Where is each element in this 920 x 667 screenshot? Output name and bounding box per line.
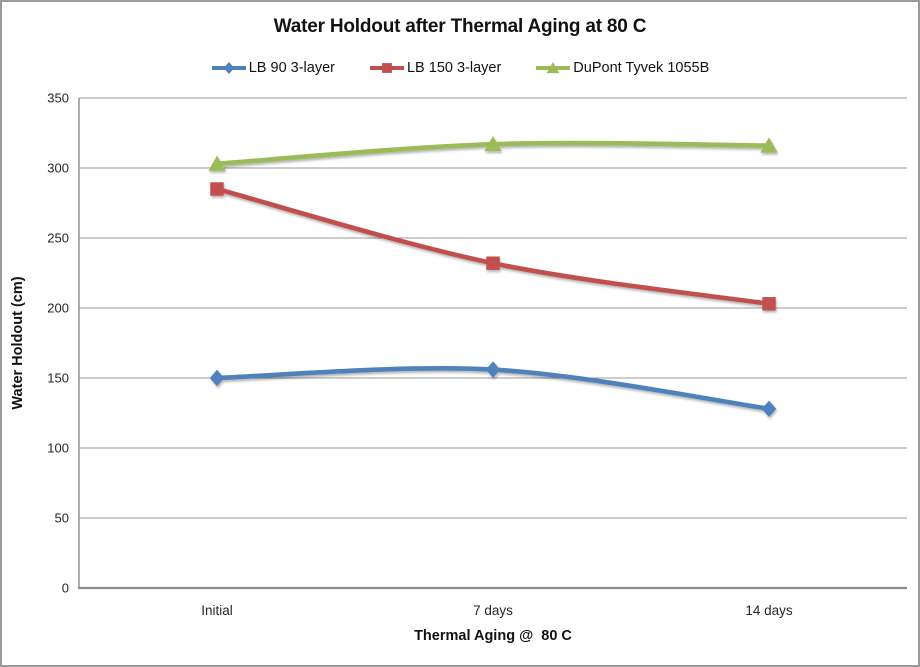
data-point-lb-150-3-layer-1[interactable] (486, 256, 500, 270)
data-point-lb-90-3-layer-0[interactable] (209, 369, 225, 387)
triangle-series-marker-icon (536, 62, 571, 74)
series-line-lb-150-3-layer[interactable] (214, 186, 772, 307)
data-point-dupont-tyvek-1055b-0[interactable] (208, 155, 226, 171)
data-point-dupont-tyvek-1055b-2[interactable] (760, 137, 778, 153)
y-tick-label-100: 100 (47, 441, 69, 456)
x-category-label-2: 14 days (745, 603, 793, 618)
series-lb-150-3-layer (210, 182, 776, 311)
legend-item-label: LB 150 3-layer (406, 60, 502, 76)
series-lb-90-3-layer (209, 361, 777, 417)
data-point-lb-90-3-layer-1[interactable] (485, 361, 501, 378)
legend: LB 90 3-layer LB 150 3-layer DuPont Tyvek … (2, 56, 918, 80)
diamond-series-marker-icon (211, 62, 246, 74)
data-point-lb-150-3-layer-0[interactable] (210, 182, 224, 196)
legend-item-dupont-tyvek-1055b[interactable]: DuPont Tyvek 1055B (535, 60, 709, 76)
x-category-label-1: 7 days (473, 603, 513, 618)
legend-item-lb-90-3-layer[interactable]: LB 90 3-layer (211, 60, 335, 76)
legend-item-label: DuPont Tyvek 1055B (573, 60, 710, 76)
x-category-label-0: Initial (201, 603, 233, 618)
y-tick-label-300: 300 (47, 161, 69, 176)
y-tick-label-0: 0 (62, 581, 69, 596)
chart-title: Water Holdout after Thermal Aging at 80 … (273, 16, 647, 37)
y-tick-label-250: 250 (47, 231, 69, 246)
y-tick-label-50: 50 (55, 511, 69, 526)
square-series-marker-icon (369, 63, 404, 73)
data-point-lb-150-3-layer-2[interactable] (762, 297, 776, 311)
y-axis-title: Water Holdout (cm) (10, 276, 26, 410)
y-tick-label-150: 150 (47, 371, 69, 386)
data-point-lb-90-3-layer-2[interactable] (761, 400, 777, 417)
series-dupont-tyvek-1055b (208, 136, 778, 171)
y-tick-label-200: 200 (47, 301, 69, 316)
legend-item-lb-150-3-layer[interactable]: LB 150 3-layer (369, 60, 501, 76)
legend-item-label: LB 90 3-layer (248, 60, 335, 76)
x-axis-title: Thermal Aging @ 80 C (414, 628, 572, 644)
data-point-dupont-tyvek-1055b-1[interactable] (484, 136, 502, 152)
y-tick-label-350: 350 (47, 91, 69, 106)
